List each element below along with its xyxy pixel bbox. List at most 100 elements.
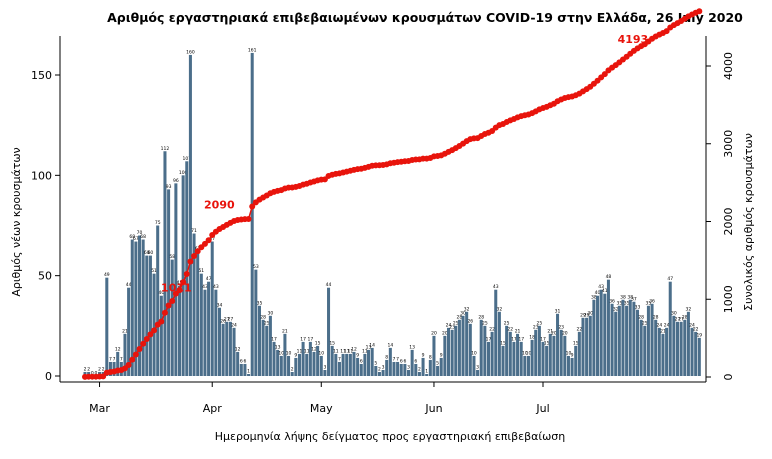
cumulative-point-day-34 xyxy=(205,237,212,244)
bar-day-68 xyxy=(330,345,334,376)
bar-day-37 xyxy=(217,307,222,376)
bar-day-32 xyxy=(199,273,203,376)
bar-label-day-4: 2 xyxy=(98,366,101,372)
bar-day-36 xyxy=(214,289,218,376)
bar-day-167 xyxy=(690,327,694,376)
bar-label-day-144: 48 xyxy=(606,274,612,280)
bar-label-day-38: 26 xyxy=(220,318,226,324)
cumulative-point-day-21 xyxy=(158,318,165,325)
bar-label-day-164: 27 xyxy=(678,316,684,322)
cumulative-point-day-45 xyxy=(245,216,252,223)
bar-day-64 xyxy=(316,345,320,376)
bar-label-day-56: 10 xyxy=(286,350,292,356)
bar-day-70 xyxy=(337,361,341,376)
bar-day-155 xyxy=(646,305,650,376)
bar-label-day-28: 107 xyxy=(182,156,191,162)
bar-day-20 xyxy=(156,225,160,376)
bar-label-day-169: 19 xyxy=(696,332,702,338)
bar-label-day-64: 15 xyxy=(315,340,321,346)
bar-label-day-63: 12 xyxy=(311,346,317,352)
bar-label-day-58: 9 xyxy=(294,352,297,358)
bar-label-day-151: 37 xyxy=(631,296,637,302)
bar-day-40 xyxy=(228,321,232,376)
bar-day-92 xyxy=(417,371,421,376)
bar-day-78 xyxy=(367,349,371,376)
y-right-tick-label-0: 0 xyxy=(722,374,735,381)
bar-day-80 xyxy=(374,365,378,376)
bar-day-122 xyxy=(526,355,530,376)
bar-label-day-6: 49 xyxy=(104,272,110,278)
bar-day-47 xyxy=(254,269,258,376)
bar-label-day-39: 27 xyxy=(224,316,230,322)
bar-label-day-118: 17 xyxy=(511,336,517,342)
bar-day-121 xyxy=(523,355,527,376)
bar-label-day-86: 7 xyxy=(396,356,399,362)
bar-label-day-105: 32 xyxy=(464,306,470,312)
x-axis-label: Ημερομηνία λήψης δείγματος προς εργαστηρ… xyxy=(215,430,566,443)
y-right-tick-label-4000: 4000 xyxy=(722,52,735,80)
bar-label-day-85: 7 xyxy=(393,356,396,362)
bar-day-22 xyxy=(163,151,167,376)
bar-day-58 xyxy=(294,357,298,376)
bar-label-day-17: 60 xyxy=(144,250,150,256)
bar-label-day-59: 11 xyxy=(297,348,303,354)
bar-label-day-12: 44 xyxy=(126,282,132,288)
bar-label-day-67: 44 xyxy=(326,282,332,288)
bar-label-day-107: 10 xyxy=(471,350,477,356)
bar-day-65 xyxy=(319,355,323,376)
bar-label-day-150: 38 xyxy=(627,294,633,300)
bar-day-161 xyxy=(668,281,672,376)
bar-label-day-167: 24 xyxy=(689,322,695,328)
bar-label-day-3: 0 xyxy=(94,371,97,377)
bar-label-day-91: 6 xyxy=(414,358,417,364)
bar-day-139 xyxy=(588,315,592,376)
bar-day-148 xyxy=(621,299,625,376)
y-left-tick-label-0: 0 xyxy=(45,370,52,383)
bar-day-50 xyxy=(265,325,269,376)
x-tick-label-Apr: Apr xyxy=(203,402,223,415)
bar-label-day-90: 13 xyxy=(409,344,415,350)
bar-day-43 xyxy=(239,363,243,376)
bar-label-day-5: 2 xyxy=(102,366,105,372)
bar-day-137 xyxy=(581,317,585,376)
bar-label-day-112: 22 xyxy=(489,326,495,332)
bar-day-85 xyxy=(392,361,396,376)
bar-day-57 xyxy=(290,371,294,376)
bar-label-day-71: 11 xyxy=(340,348,346,354)
bar-day-169 xyxy=(697,337,701,376)
bar-label-day-139: 30 xyxy=(587,310,593,316)
y-axis-left-label: Αριθμός νέων κρουσμάτων xyxy=(10,147,23,296)
bar-day-142 xyxy=(599,289,603,376)
bar-label-day-161: 47 xyxy=(667,276,673,282)
bar-label-day-50: 25 xyxy=(264,320,270,326)
bar-label-day-84: 14 xyxy=(387,342,393,348)
bar-day-63 xyxy=(312,351,316,376)
bar-day-83 xyxy=(385,359,389,376)
bar-day-138 xyxy=(585,317,589,376)
bar-label-day-52: 17 xyxy=(271,336,277,342)
bar-label-day-70: 7 xyxy=(338,356,341,362)
bar-day-106 xyxy=(468,323,472,376)
bar-label-day-168: 22 xyxy=(693,326,699,332)
bar-day-119 xyxy=(516,333,520,376)
cumulative-point-day-160 xyxy=(663,28,670,35)
bar-label-day-45: 1 xyxy=(247,368,250,374)
bar-day-81 xyxy=(377,371,381,376)
bar-day-146 xyxy=(614,311,618,376)
y-axis-right-label: Συνολικός αριθμός κρουσμάτων xyxy=(742,133,755,311)
bar-label-day-165: 28 xyxy=(682,314,688,320)
chart-title: Αριθμός εργαστηριακά επιβεβαιωμένων κρου… xyxy=(107,10,743,25)
bar-label-day-134: 9 xyxy=(571,352,574,358)
bar-day-18 xyxy=(148,255,152,376)
bar-label-day-13: 68 xyxy=(129,234,135,240)
annotation-4193: 4193 xyxy=(618,33,649,46)
bar-day-128 xyxy=(548,333,552,376)
bar-day-9 xyxy=(116,351,120,376)
bar-label-day-148: 38 xyxy=(620,294,626,300)
bar-label-day-49: 28 xyxy=(260,314,266,320)
cumulative-point-day-143 xyxy=(601,71,608,78)
bar-label-day-135: 15 xyxy=(573,340,579,346)
bar-day-46 xyxy=(250,52,254,377)
bar-label-day-2: 0 xyxy=(91,371,94,377)
